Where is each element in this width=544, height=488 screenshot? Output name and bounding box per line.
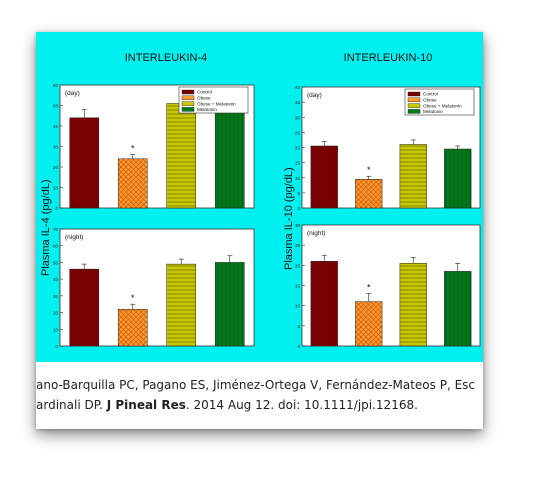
y-tick-label-c0p0-3: 30: [53, 145, 59, 150]
y-tick-label-c1p0-2: 10: [295, 176, 301, 181]
y-tick-label-c0p0-2: 20: [53, 165, 59, 170]
bar-c0p1-0: [69, 268, 100, 347]
y-axis-label-il4: Plasma IL-4 (pg/dL): [40, 179, 52, 276]
bar-c0p0-0: [69, 117, 100, 209]
legend-swatch-c1p0-1: [407, 97, 421, 103]
y-tick-label-c0p0-6: 60: [53, 83, 59, 88]
citation-doi: . 2014 Aug 12. doi: 10.1111/jpi.12168.: [185, 398, 418, 412]
y-tick-label-c0p0-5: 50: [53, 104, 59, 109]
citation: ano-Barquilla PC, Pagano ES, Jiménez-Ort…: [36, 375, 483, 415]
bar-c0p0-2: [166, 103, 197, 209]
citation-journal: J Pineal Res: [106, 398, 186, 412]
y-tick-label-c1p0-6: 30: [295, 115, 301, 120]
significance-c1p1-1: *: [367, 283, 371, 293]
y-tick-label-c1p0-4: 20: [295, 146, 301, 151]
y-tick-label-c0p0-0: 0: [55, 206, 58, 211]
significance-c0p0-1: *: [131, 144, 135, 154]
y-tick-label-c0p1-0: 0: [55, 344, 58, 349]
y-tick-label-c1p1-0: 0: [297, 344, 300, 349]
y-tick-label-c0p1-1: 10: [53, 327, 59, 332]
y-tick-label-c1p1-4: 20: [295, 263, 301, 268]
bar-c0p1-2: [166, 263, 197, 347]
y-tick-label-c0p1-4: 40: [53, 277, 59, 282]
significance-c1p0-1: *: [367, 165, 371, 175]
bar-c1p1-1: [355, 301, 383, 347]
legend-label-c0p0-0: Control: [197, 90, 212, 95]
bar-c1p0-1: [355, 179, 383, 209]
y-axis-label-il10: Plasma IL-10 (pg/dL): [283, 167, 295, 270]
slide-figure: INTERLEUKIN-4 INTERLEUKIN-10 0 10 20 30 40 50…: [36, 32, 483, 362]
bar-c0p0-1: [117, 158, 148, 209]
bar-c1p0-2: [399, 144, 427, 209]
legend-label-c0p0-3: Melatonin: [197, 107, 217, 112]
y-tick-label-c1p0-1: 5: [297, 191, 300, 196]
panel-label-c0p0: (day): [65, 90, 80, 97]
bar-c0p0-3: [214, 107, 245, 209]
bar-c1p0-3: [444, 148, 472, 209]
y-tick-label-c1p0-0: 0: [297, 206, 300, 211]
legend-swatch-c1p0-2: [407, 103, 421, 108]
legend-label-c1p0-2: Obese + Melatonin: [423, 103, 462, 108]
y-tick-label-c1p1-6: 30: [295, 223, 301, 228]
bar-c1p1-0: [310, 261, 338, 347]
y-tick-label-c0p0-1: 10: [53, 186, 59, 191]
citation-line-2: ardinali DP. J Pineal Res. 2014 Aug 12. …: [36, 395, 483, 415]
panel-label-c1p1: (night): [307, 230, 325, 237]
y-tick-label-c1p0-7: 35: [295, 100, 301, 105]
legend-swatch-c0p0-0: [181, 89, 195, 95]
y-tick-label-c0p0-4: 40: [53, 124, 59, 129]
citation-line-1: ano-Barquilla PC, Pagano ES, Jiménez-Ort…: [36, 378, 476, 392]
bar-c1p1-2: [399, 263, 427, 347]
y-tick-label-c1p1-1: 5: [297, 324, 300, 329]
legend-label-c1p0-3: Melatonin: [423, 109, 443, 114]
y-tick-label-c1p0-3: 15: [295, 161, 301, 166]
chart-title-il10: INTERLEUKIN-10: [343, 52, 433, 64]
y-tick-label-c0p1-7: 70: [53, 227, 59, 232]
legend-swatch-c1p0-0: [407, 91, 421, 97]
y-tick-label-c0p1-5: 50: [53, 260, 59, 265]
y-tick-label-c0p1-3: 30: [53, 294, 59, 299]
legend-swatch-c0p0-3: [181, 107, 195, 112]
significance-c0p1-1: *: [131, 293, 135, 303]
legend-swatch-c1p0-3: [407, 109, 421, 114]
bar-c1p1-3: [444, 271, 472, 347]
y-tick-label-c1p1-3: 15: [295, 284, 301, 289]
panel-label-c0p1: (night): [65, 234, 83, 241]
bar-c0p1-1: [117, 308, 148, 347]
y-tick-label-c1p0-5: 25: [295, 130, 301, 135]
legend-label-c0p0-1: Obese: [197, 96, 211, 101]
legend-label-c1p0-1: Obese: [423, 98, 437, 103]
citation-authors: ardinali DP.: [36, 398, 107, 412]
slide-card: INTERLEUKIN-4 INTERLEUKIN-10 0 10 20 30 40 50…: [36, 32, 483, 429]
legend-swatch-c0p0-1: [181, 95, 195, 100]
legend-label-c1p0-0: Control: [423, 92, 438, 97]
y-tick-label-c0p1-6: 60: [53, 244, 59, 249]
legend-label-c0p0-2: Obese + Melatonin: [197, 101, 236, 106]
bar-c1p0-0: [310, 145, 338, 209]
y-tick-label-c1p0-8: 40: [295, 85, 301, 90]
y-tick-label-c0p1-2: 20: [53, 311, 59, 316]
bar-c0p1-3: [214, 262, 245, 347]
legend-swatch-c0p0-2: [181, 101, 195, 106]
panel-label-c1p0: (day): [307, 92, 322, 99]
y-tick-label-c1p1-2: 10: [295, 304, 301, 309]
chart-title-il4: INTERLEUKIN-4: [124, 52, 208, 64]
y-tick-label-c1p1-5: 25: [295, 243, 301, 248]
